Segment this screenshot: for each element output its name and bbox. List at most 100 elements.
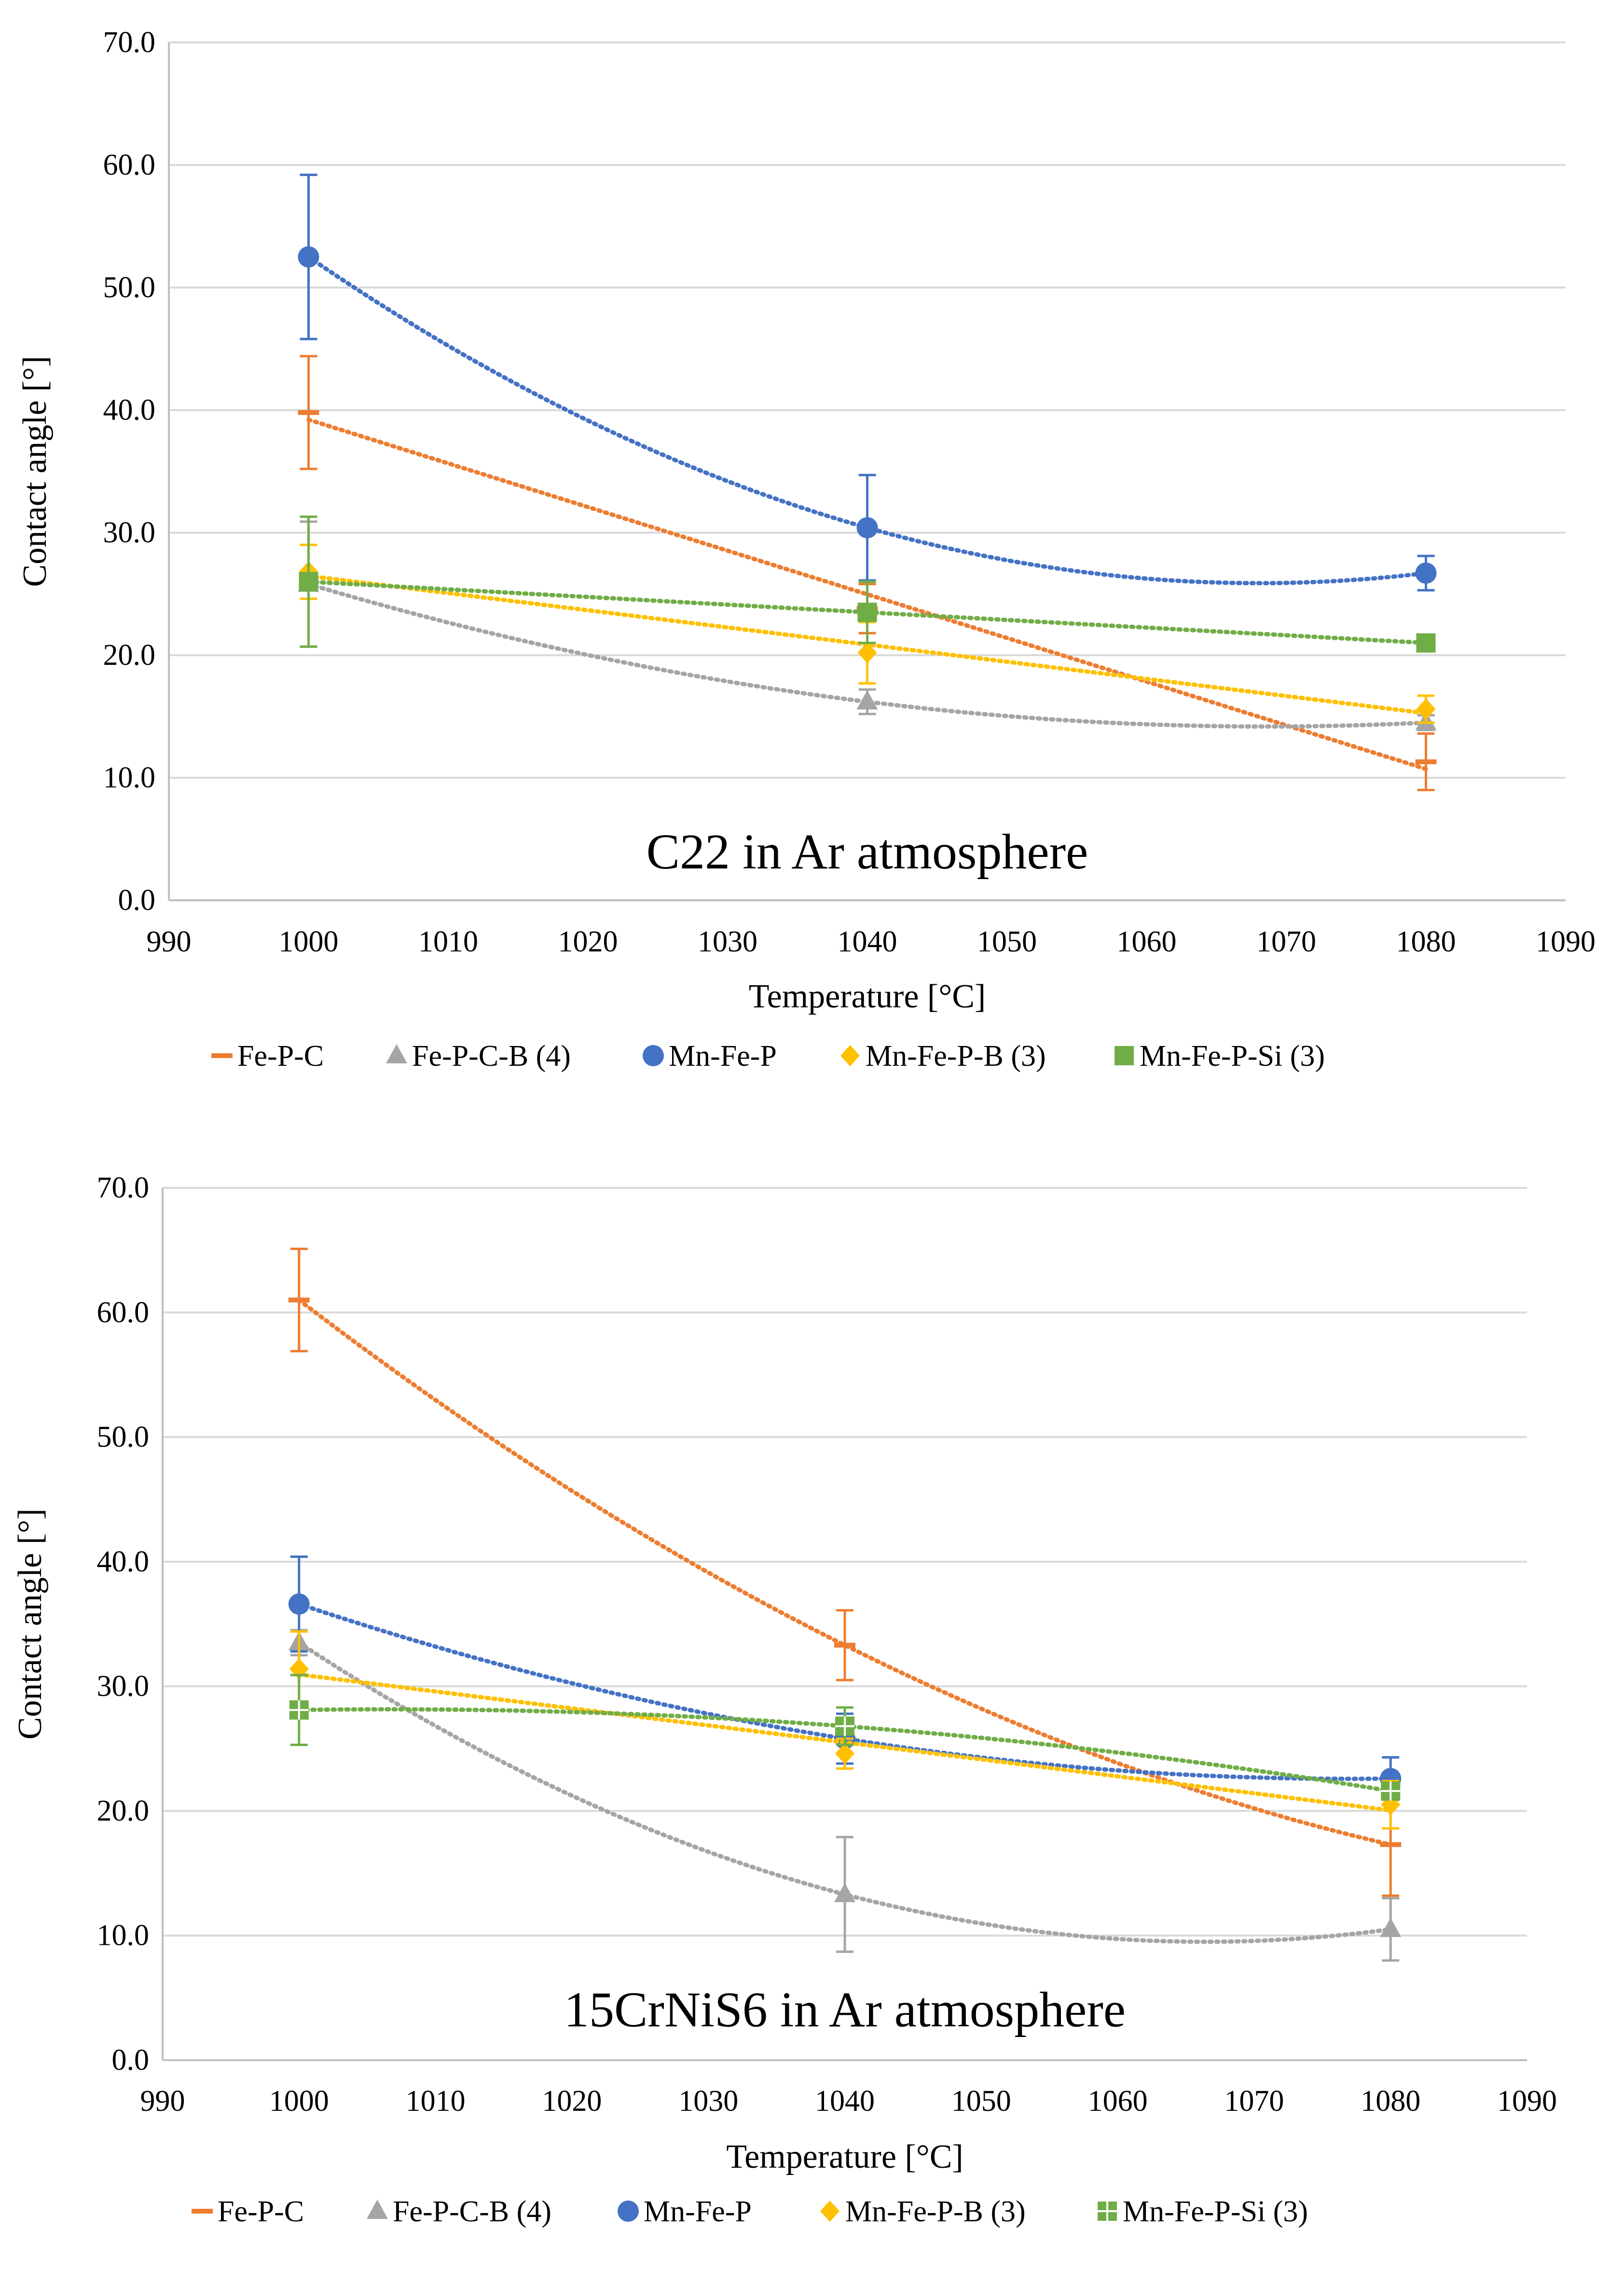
- legend-item: Mn-Fe-P-Si (3): [1098, 2195, 1308, 2228]
- data-point: [834, 1642, 855, 1648]
- legend-item: Mn-Fe-P-B (3): [840, 1040, 1046, 1073]
- x-tick-label: 1080: [1361, 2085, 1420, 2118]
- x-tick-label: 1010: [406, 2085, 466, 2118]
- data-point: [834, 1883, 855, 1902]
- x-tick-label: 1090: [1536, 925, 1596, 958]
- x-tick-label: 1000: [279, 925, 339, 958]
- series-mn-fe-p: [298, 173, 1437, 592]
- x-tick-label: 1050: [977, 925, 1037, 958]
- trendline: [306, 417, 1428, 771]
- data-point-cross: [835, 1716, 854, 1736]
- y-tick-label: 0.0: [112, 2044, 150, 2077]
- y-axis-title: Contact angle [°]: [12, 1509, 49, 1740]
- x-tick-label: 1040: [838, 925, 897, 958]
- legend-marker: [618, 2201, 639, 2222]
- chart-title: C22 in Ar atmosphere: [647, 824, 1088, 880]
- y-tick-label: 30.0: [103, 516, 156, 549]
- chart-1: 0.0 10.0 20.0 30.0 40.0 50.0 60.0 70.0 990 1000 10…: [16, 26, 1596, 1073]
- legend-marker: [367, 2200, 388, 2219]
- legend-label: Fe-P-C-B (4): [412, 1040, 571, 1073]
- y-tick-label: 10.0: [97, 1919, 150, 1952]
- x-tick-label: 1080: [1396, 925, 1456, 958]
- x-tick-label: 1020: [558, 925, 618, 958]
- x-tick-label: 1060: [1088, 2085, 1148, 2118]
- legend-label: Fe-P-C: [218, 2195, 304, 2228]
- data-point-cross: [1381, 1781, 1401, 1801]
- x-tick-label: 1040: [815, 2085, 875, 2118]
- legend-item: Mn-Fe-P: [618, 2195, 752, 2228]
- legend: Fe-P-C Fe-P-C-B (4) Mn-Fe-P Mn-Fe-P-B (3) Mn…: [211, 1040, 1325, 1073]
- y-tick-label: 20.0: [103, 639, 156, 672]
- legend-label: Fe-P-C-B (4): [393, 2195, 551, 2228]
- chart-title: 15CrNiS6 in Ar atmosphere: [564, 1982, 1126, 2037]
- legend-marker: [840, 1045, 860, 1066]
- y-tick-label: 60.0: [97, 1296, 150, 1329]
- x-tick-label: 1070: [1224, 2085, 1284, 2118]
- data-point: [288, 1593, 310, 1615]
- y-tick-label: 50.0: [97, 1421, 150, 1454]
- data-point: [1416, 633, 1436, 653]
- legend-item: Fe-P-C-B (4): [367, 2195, 551, 2228]
- series-fe-p-c: [288, 1248, 1402, 1897]
- y-tick-label: 70.0: [103, 26, 156, 59]
- data-point: [1415, 759, 1437, 764]
- x-tick-label: 990: [147, 925, 192, 958]
- x-tick-label: 1050: [951, 2085, 1011, 2118]
- y-tick-label: 40.0: [97, 1545, 150, 1578]
- data-point-cross: [289, 1700, 309, 1720]
- y-tick-label: 40.0: [103, 394, 156, 427]
- data-point: [288, 1297, 310, 1303]
- data-point: [856, 517, 878, 538]
- data-point: [298, 410, 319, 415]
- x-axis-title: Temperature [°C]: [726, 2138, 963, 2175]
- x-tick-label: 1090: [1497, 2085, 1557, 2118]
- series-mn-fe-p-si-3-: [299, 515, 1436, 653]
- y-tick-label: 10.0: [103, 761, 156, 794]
- legend-label: Mn-Fe-P-B (3): [866, 1040, 1046, 1073]
- legend-marker: [643, 1045, 664, 1066]
- legend-label: Mn-Fe-P-Si (3): [1140, 1040, 1325, 1073]
- y-tick-label: 70.0: [97, 1171, 150, 1204]
- legend-item: Fe-P-C-B (4): [386, 1040, 571, 1073]
- x-tick-label: 1070: [1256, 925, 1316, 958]
- x-tick-label: 1000: [269, 2085, 329, 2118]
- data-point: [299, 572, 318, 592]
- legend-marker: [211, 1053, 233, 1058]
- y-tick-label: 0.0: [118, 884, 156, 917]
- legend: Fe-P-C Fe-P-C-B (4) Mn-Fe-P Mn-Fe-P-B (3) Mn…: [192, 2195, 1308, 2228]
- data-point: [835, 1743, 854, 1764]
- x-tick-label: 990: [140, 2085, 185, 2118]
- data-point: [857, 603, 877, 622]
- legend-marker: [1115, 1046, 1134, 1065]
- legend-item: Fe-P-C: [192, 2195, 304, 2228]
- x-axis-title: Temperature [°C]: [749, 978, 986, 1015]
- legend-item: Mn-Fe-P-B (3): [820, 2195, 1026, 2228]
- legend-label: Mn-Fe-P: [669, 1040, 777, 1073]
- legend-label: Mn-Fe-P: [644, 2195, 752, 2228]
- legend-label: Mn-Fe-P-B (3): [845, 2195, 1026, 2228]
- data-point: [857, 642, 877, 663]
- data-point: [1415, 562, 1437, 584]
- y-tick-label: 20.0: [97, 1794, 150, 1827]
- y-tick-label: 30.0: [97, 1670, 150, 1703]
- legend-marker-cross: [1098, 2202, 1117, 2221]
- data-point: [1380, 1917, 1402, 1937]
- legend-marker: [192, 2209, 213, 2214]
- series-mn-fe-p-si-3-: [289, 1674, 1401, 1801]
- legend-item: Fe-P-C: [211, 1040, 324, 1073]
- legend-item: Mn-Fe-P-Si (3): [1115, 1040, 1325, 1073]
- y-tick-label: 50.0: [103, 271, 156, 304]
- legend-marker: [820, 2201, 840, 2222]
- legend-label: Mn-Fe-P-Si (3): [1123, 2195, 1308, 2228]
- legend-label: Fe-P-C: [237, 1040, 324, 1073]
- data-point: [1380, 1842, 1402, 1847]
- data-point: [1416, 698, 1436, 720]
- x-tick-label: 1030: [678, 2085, 738, 2118]
- legend-item: Mn-Fe-P: [643, 1040, 777, 1073]
- data-point: [298, 246, 319, 268]
- x-tick-label: 1060: [1117, 925, 1177, 958]
- legend-marker: [386, 1044, 407, 1063]
- data-point: [856, 690, 878, 710]
